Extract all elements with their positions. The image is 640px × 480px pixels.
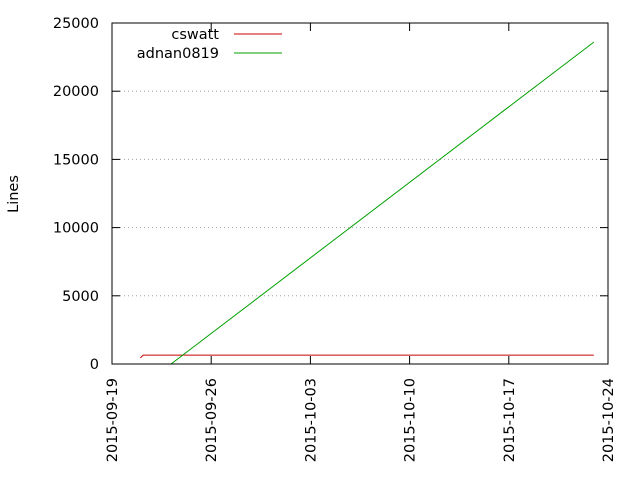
x-tick-label: 2015-10-17 (502, 378, 518, 462)
y-tick-label: 5000 (62, 289, 99, 305)
legend-label: cswatt (171, 27, 219, 43)
y-tick-label: 20000 (53, 84, 99, 100)
y-axis-label: Lines (6, 175, 22, 213)
series-line-cswatt (140, 354, 594, 359)
y-axis: 0 5000 10000 15000 20000 25000 (53, 16, 608, 373)
x-axis: 2015-09-19 2015-09-26 2015-10-03 2015-10-10… (105, 23, 617, 462)
x-tick-label: 2015-10-03 (303, 378, 319, 462)
x-tick-label: 2015-09-19 (105, 378, 121, 462)
y-tick-label: 25000 (53, 16, 99, 32)
x-tick-label: 2015-10-10 (403, 378, 419, 462)
series-lines (140, 41, 595, 365)
y-tick-label: 10000 (53, 221, 99, 237)
legend: cswatt adnan0819 (137, 27, 282, 62)
x-tick-label: 2015-10-24 (601, 378, 617, 462)
series-line-adnan0819 (170, 41, 595, 365)
plot-frame (111, 22, 609, 365)
x-tick-label: 2015-09-26 (204, 378, 220, 462)
y-tick-label: 0 (90, 357, 99, 373)
y-tick-label: 15000 (53, 152, 99, 168)
grid-lines (112, 90, 608, 297)
legend-label: adnan0819 (137, 46, 219, 62)
